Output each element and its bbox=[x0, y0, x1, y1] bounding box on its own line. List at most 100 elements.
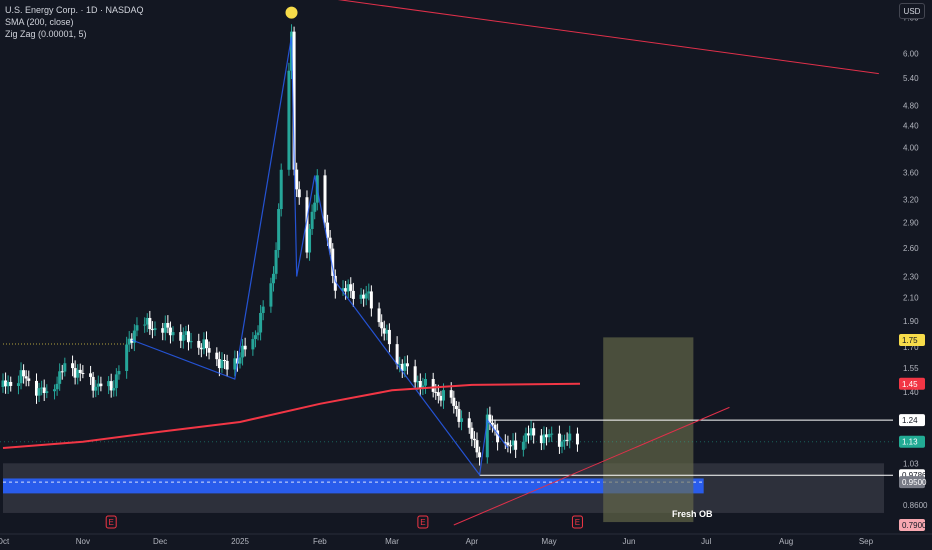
candle-body bbox=[568, 433, 572, 441]
candle-body bbox=[305, 197, 309, 253]
candle-body bbox=[127, 338, 131, 345]
candle-body bbox=[521, 441, 525, 450]
target-box[interactable] bbox=[603, 337, 694, 523]
candle-body bbox=[362, 294, 366, 299]
price-axis-tick: 3.20 bbox=[903, 196, 919, 205]
earnings-marker[interactable] bbox=[105, 515, 117, 529]
candle-body bbox=[6, 381, 10, 387]
price-label-text: 0.7900 bbox=[902, 521, 927, 530]
candle-body bbox=[308, 228, 312, 253]
candle-body bbox=[9, 381, 13, 386]
candle-body bbox=[251, 339, 255, 350]
price-axis-tick: 4.80 bbox=[903, 101, 919, 110]
candle-body bbox=[277, 209, 281, 250]
candle-body bbox=[150, 329, 154, 331]
candle-body bbox=[496, 430, 500, 443]
candle-body bbox=[565, 439, 569, 441]
candle-body bbox=[143, 324, 147, 326]
candle-body bbox=[452, 397, 456, 406]
price-label-badge[interactable] bbox=[899, 435, 925, 448]
price-label-text: 1.24 bbox=[902, 416, 918, 425]
candle-body bbox=[241, 345, 245, 358]
candle-body bbox=[511, 440, 515, 446]
candle-body bbox=[344, 288, 348, 292]
candle-body bbox=[416, 380, 420, 383]
sma-200-line[interactable] bbox=[2, 382, 581, 449]
time-axis-tick: Oct bbox=[0, 537, 10, 546]
price-axis-tick: 3.60 bbox=[903, 168, 919, 177]
candle-body bbox=[135, 325, 139, 331]
price-axis-tick: 1.70 bbox=[903, 343, 919, 352]
price-label-text: 1.75 bbox=[902, 336, 918, 345]
order-block-zone[interactable] bbox=[3, 478, 704, 494]
trendline-upper[interactable] bbox=[330, 0, 879, 75]
candle-body bbox=[514, 440, 518, 450]
price-axis-tick: 2.10 bbox=[903, 294, 919, 303]
earnings-marker-letter: E bbox=[575, 518, 580, 527]
price-axis-tick: 2.60 bbox=[903, 244, 919, 253]
candle-body bbox=[63, 363, 67, 372]
candle-body bbox=[454, 405, 458, 410]
candle-body bbox=[485, 414, 489, 458]
sma-indicator-label[interactable]: SMA (200, close) bbox=[5, 17, 74, 27]
candle-body bbox=[168, 327, 172, 336]
candle-body bbox=[16, 383, 20, 386]
candle-body bbox=[367, 291, 371, 294]
time-axis-tick: Jul bbox=[701, 537, 711, 546]
earnings-marker[interactable] bbox=[571, 515, 583, 529]
candle-body bbox=[313, 202, 317, 212]
candle-body bbox=[295, 169, 299, 190]
candle-body bbox=[217, 359, 221, 369]
candle-body bbox=[506, 442, 510, 446]
zigzag-indicator-label[interactable]: Zig Zag (0.00001, 5) bbox=[5, 29, 87, 39]
candle-body bbox=[199, 347, 203, 350]
price-label-badge[interactable] bbox=[899, 334, 925, 347]
peak-marker-dot[interactable] bbox=[285, 6, 298, 19]
price-label-badge[interactable] bbox=[899, 414, 925, 427]
candle-body bbox=[532, 428, 536, 436]
candle-body bbox=[475, 440, 479, 453]
price-label-badge[interactable] bbox=[899, 518, 925, 531]
candle-body bbox=[114, 374, 118, 389]
symbol-title[interactable]: U.S. Energy Corp. · 1D · NASDAQ bbox=[5, 5, 144, 15]
candle-body bbox=[478, 452, 482, 458]
time-axis-tick: Nov bbox=[76, 537, 90, 546]
candle-body bbox=[163, 322, 167, 333]
candle-body bbox=[359, 294, 363, 299]
price-label-badge[interactable] bbox=[899, 476, 925, 489]
candle-body bbox=[503, 442, 507, 444]
candle-body bbox=[323, 175, 327, 223]
currency-button[interactable]: USD bbox=[899, 3, 925, 19]
candle-body bbox=[22, 370, 26, 377]
candle-body bbox=[328, 237, 332, 249]
candle-body bbox=[148, 317, 152, 330]
candle-body bbox=[351, 290, 355, 299]
candle-body bbox=[205, 339, 209, 349]
candle-body bbox=[527, 433, 531, 436]
price-label-text: 1.13 bbox=[902, 438, 918, 447]
candle-body bbox=[1, 380, 5, 387]
candle-body bbox=[202, 339, 206, 350]
candle-body bbox=[184, 331, 188, 335]
candle-body bbox=[225, 360, 229, 370]
candle-body bbox=[557, 433, 561, 447]
candle-body bbox=[442, 390, 445, 401]
candle-body bbox=[439, 395, 443, 401]
candle-body bbox=[161, 328, 165, 333]
candle-body bbox=[346, 284, 350, 292]
price-axis[interactable] bbox=[896, 0, 932, 550]
price-label-badge[interactable] bbox=[899, 377, 925, 390]
candle-body bbox=[560, 441, 564, 447]
earnings-marker-letter: E bbox=[420, 518, 425, 527]
earnings-marker[interactable] bbox=[417, 515, 429, 529]
price-label-text: 1.45 bbox=[902, 380, 918, 389]
candle-body bbox=[287, 70, 291, 170]
trendline-lower[interactable] bbox=[453, 406, 730, 526]
time-axis-tick: Sep bbox=[859, 537, 874, 546]
candle-body bbox=[89, 373, 93, 377]
candle-body bbox=[189, 340, 193, 343]
earnings-marker-letter: E bbox=[109, 518, 114, 527]
price-axis-tick: 5.40 bbox=[903, 74, 919, 83]
